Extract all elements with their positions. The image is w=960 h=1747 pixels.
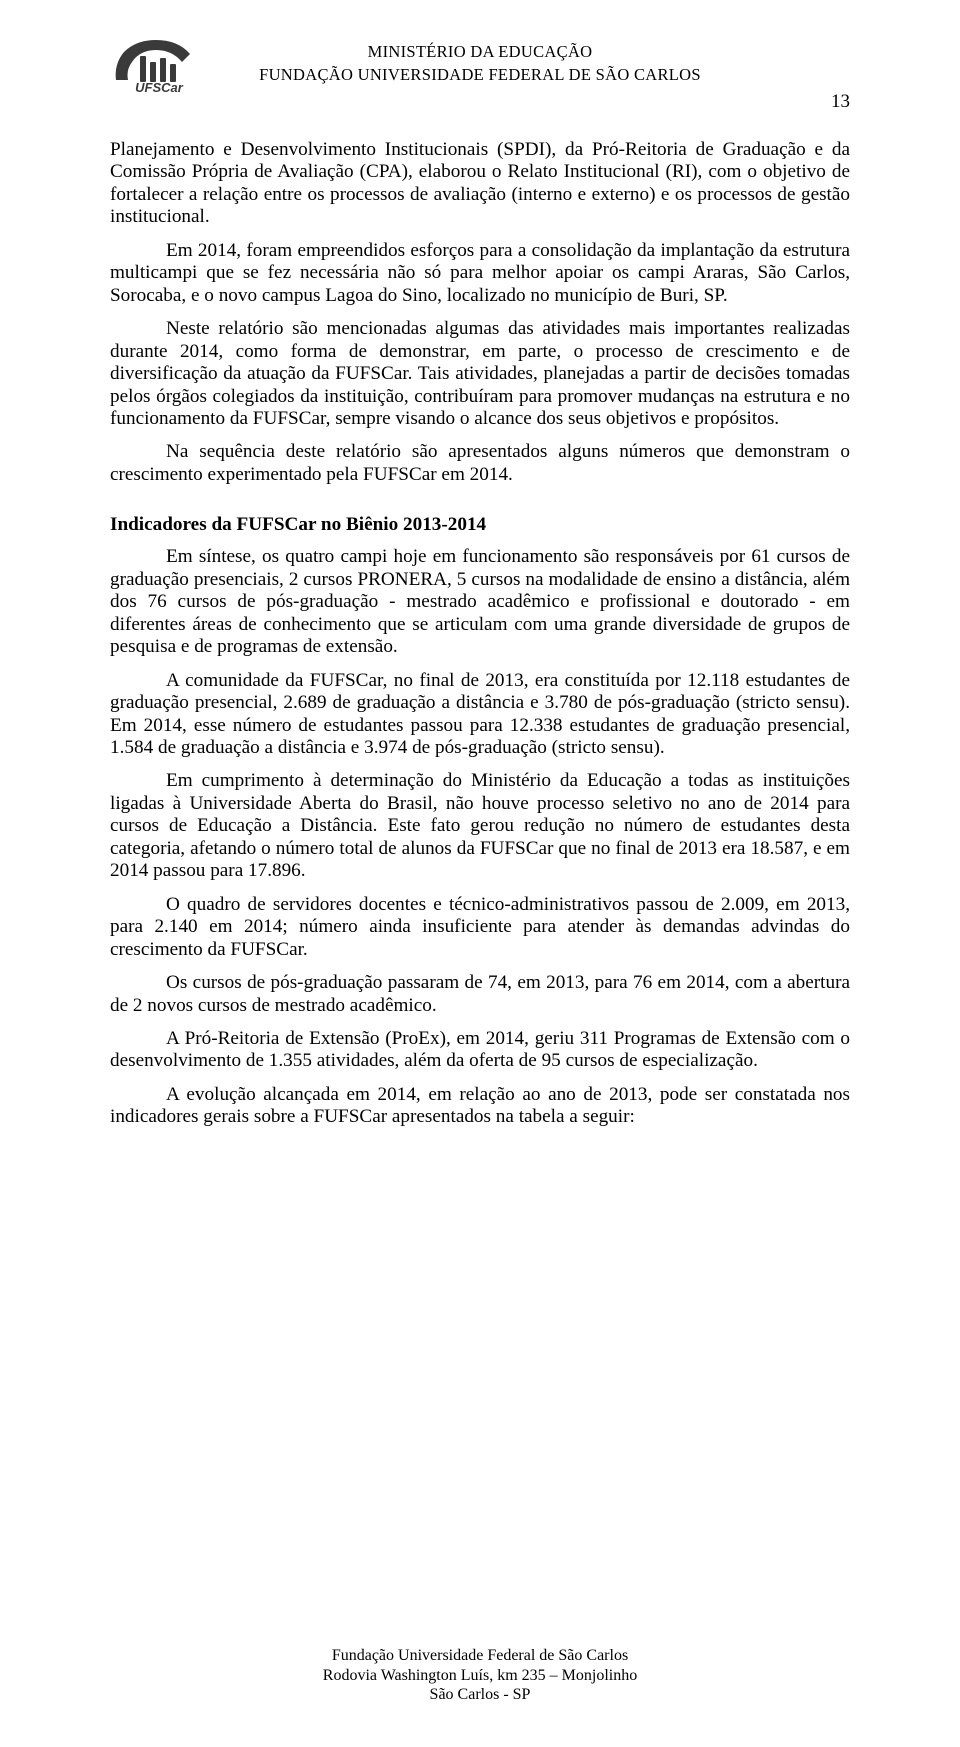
paragraph-1: Planejamento e Desenvolvimento Instituci… bbox=[110, 139, 850, 229]
paragraph-11: A evolução alcançada em 2014, em relação… bbox=[110, 1084, 850, 1129]
header-ministry: MINISTÉRIO DA EDUCAÇÃO bbox=[110, 42, 850, 62]
footer-line-3: São Carlos - SP bbox=[0, 1685, 960, 1705]
paragraph-2: Em 2014, foram empreendidos esforços par… bbox=[110, 240, 850, 307]
body-text: Planejamento e Desenvolvimento Instituci… bbox=[110, 139, 850, 1129]
paragraph-8: O quadro de servidores docentes e técnic… bbox=[110, 894, 850, 961]
page-header: UFSCar MINISTÉRIO DA EDUCAÇÃO FUNDAÇÃO U… bbox=[110, 42, 850, 113]
section-title-indicadores: Indicadores da FUFSCar no Biênio 2013-20… bbox=[110, 514, 850, 536]
paragraph-7: Em cumprimento à determinação do Ministé… bbox=[110, 770, 850, 882]
paragraph-10: A Pró-Reitoria de Extensão (ProEx), em 2… bbox=[110, 1028, 850, 1073]
paragraph-5: Em síntese, os quatro campi hoje em func… bbox=[110, 546, 850, 658]
document-page: UFSCar MINISTÉRIO DA EDUCAÇÃO FUNDAÇÃO U… bbox=[0, 0, 960, 1747]
footer-line-1: Fundação Universidade Federal de São Car… bbox=[0, 1646, 960, 1666]
paragraph-3: Neste relatório são mencionadas algumas … bbox=[110, 318, 850, 430]
footer-line-2: Rodovia Washington Luís, km 235 – Monjol… bbox=[0, 1666, 960, 1686]
page-number: 13 bbox=[110, 91, 850, 113]
ufscar-logo: UFSCar bbox=[110, 36, 208, 94]
paragraph-4: Na sequência deste relatório são apresen… bbox=[110, 441, 850, 486]
page-footer: Fundação Universidade Federal de São Car… bbox=[0, 1646, 960, 1705]
paragraph-6: A comunidade da FUFSCar, no final de 201… bbox=[110, 670, 850, 760]
paragraph-9: Os cursos de pós-graduação passaram de 7… bbox=[110, 972, 850, 1017]
svg-text:UFSCar: UFSCar bbox=[135, 80, 184, 94]
header-foundation: FUNDAÇÃO UNIVERSIDADE FEDERAL DE SÃO CAR… bbox=[110, 65, 850, 85]
